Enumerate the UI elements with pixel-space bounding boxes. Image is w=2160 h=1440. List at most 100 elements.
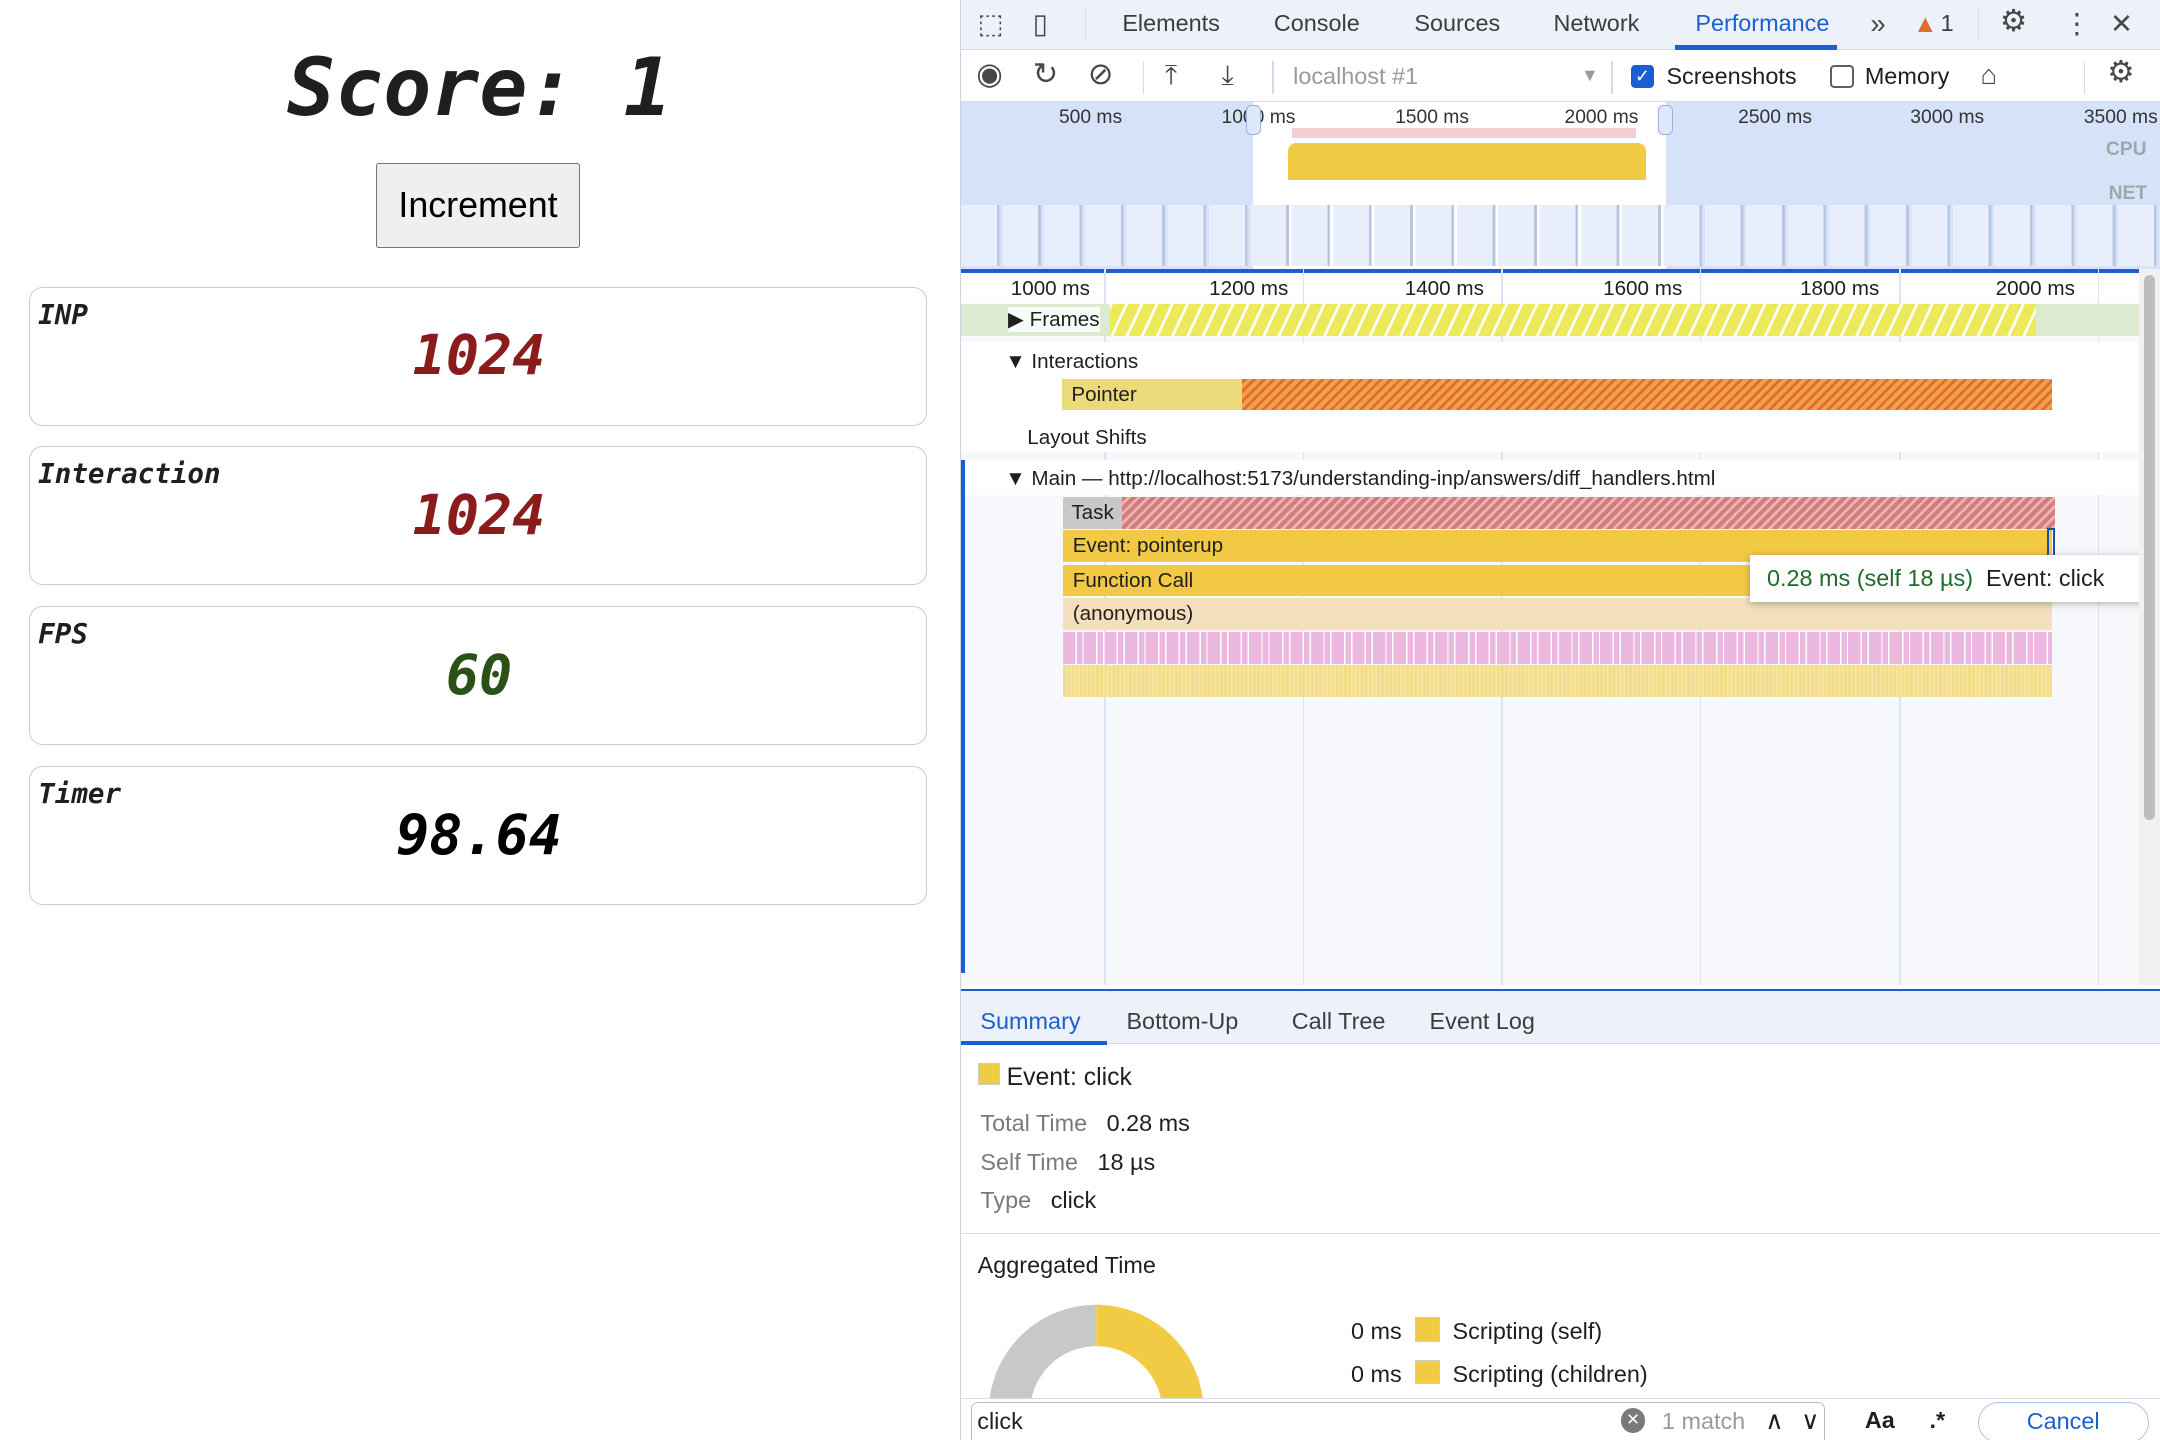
selection-handle-left[interactable]: [1246, 104, 1262, 135]
ruler-tick: 1000 ms: [1010, 276, 1090, 300]
tab-call-tree[interactable]: Call Tree: [1291, 1007, 1386, 1034]
tab-console[interactable]: Console: [1273, 9, 1360, 36]
cancel-search-button[interactable]: Cancel: [1977, 1401, 2149, 1440]
flame-scrollbar[interactable]: [2138, 268, 2160, 985]
flame-label: (anonymous): [1072, 601, 1194, 625]
warning-count[interactable]: 1: [1940, 9, 1954, 36]
device-toolbar-icon[interactable]: ▯: [1032, 7, 1048, 39]
regex-button[interactable]: .*: [1929, 1407, 1946, 1434]
legend-value: 0 ms: [1350, 1317, 1402, 1344]
flame-leaf-calls[interactable]: [1063, 665, 2053, 698]
metric-card-inp: INP 1024: [28, 286, 928, 426]
divider: [1272, 60, 1274, 94]
garbage-collect-broom-icon[interactable]: ⌂: [1980, 58, 1998, 90]
settings-gear-icon[interactable]: ⚙: [1999, 5, 2027, 39]
download-icon[interactable]: ⤓: [1221, 58, 1234, 90]
match-count: 1 match: [1661, 1408, 1746, 1435]
reload-record-icon[interactable]: ↻: [1032, 57, 1059, 91]
clear-search-icon[interactable]: ✕: [1620, 1408, 1646, 1434]
search-input[interactable]: click: [977, 1408, 1023, 1435]
main-track-label[interactable]: ▼ Main — http://localhost:5173/understan…: [1005, 466, 1716, 490]
close-icon[interactable]: ✕: [2110, 7, 2134, 39]
ruler-tick: 2000 ms: [1995, 276, 2075, 300]
screenshots-checkbox[interactable]: ✓: [1630, 64, 1655, 89]
metric-label: Interaction: [38, 458, 221, 491]
frames-track[interactable]: [961, 304, 2139, 337]
scrollbar-thumb[interactable]: [2144, 275, 2156, 820]
layout-shifts-label[interactable]: Layout Shifts: [1027, 425, 1147, 449]
screenshots-label: Screenshots: [1666, 63, 1797, 90]
metric-label: FPS: [38, 618, 88, 651]
increment-button[interactable]: Increment: [376, 162, 580, 248]
legend-label: Scripting (self): [1452, 1317, 1603, 1344]
summary-value: 0.28 ms: [1106, 1110, 1190, 1137]
inspect-element-icon[interactable]: ⬚: [977, 7, 1004, 39]
kebab-menu-icon[interactable]: ⋮: [2063, 7, 2091, 39]
divider: [1977, 8, 1980, 42]
search-input-box[interactable]: click ✕ 1 match ∧ ∨: [970, 1401, 1825, 1440]
summary-key: Self Time: [980, 1148, 1078, 1175]
timeline-overview[interactable]: 500 ms 1000 ms 1500 ms 2000 ms 2500 ms 3…: [961, 101, 2160, 269]
summary-title: Event: click: [977, 1063, 1132, 1092]
tab-network[interactable]: Network: [1553, 9, 1640, 36]
selection-handle-right[interactable]: [1658, 104, 1674, 135]
divider: [1142, 60, 1145, 94]
metric-label: INP: [38, 298, 88, 331]
legend-value: 0 ms: [1350, 1360, 1402, 1387]
donut-idle-slice: [989, 1304, 1097, 1399]
frames-track-label[interactable]: ▶ Frames: [1007, 307, 1100, 333]
more-tabs-icon[interactable]: »: [1870, 7, 1886, 39]
match-case-button[interactable]: Aa: [1864, 1407, 1895, 1434]
screenshots-filmstrip: [961, 205, 2160, 266]
summary-value: click: [1050, 1187, 1097, 1214]
tab-performance[interactable]: Performance: [1695, 9, 1830, 36]
tab-elements[interactable]: Elements: [1122, 9, 1220, 36]
flame-child-calls[interactable]: [1063, 632, 2053, 664]
summary-key: Total Time: [980, 1110, 1088, 1137]
warning-icon[interactable]: ▲: [1913, 11, 1938, 39]
active-tab-indicator: [1674, 45, 1838, 50]
memory-checkbox[interactable]: [1830, 64, 1854, 89]
upload-icon[interactable]: ⤒: [1165, 58, 1178, 90]
metric-label: Timer: [38, 777, 122, 810]
main-thread-url: Main — http://localhost:5173/understandi…: [1031, 466, 1716, 490]
overview-tick: 500 ms: [1058, 107, 1123, 129]
divider: [1085, 8, 1087, 42]
cpu-activity-chart: [1287, 143, 1646, 181]
event-color-swatch: [977, 1063, 1000, 1086]
performance-toolbar: ◉ ↻ ⊘ ⤒ ⤓ localhost #1 ▼ ✓ Screenshots M…: [961, 49, 2160, 102]
tooltip-time: 0.28 ms (self 18 µs): [1766, 564, 1973, 591]
metric-card-fps: FPS 60: [28, 606, 928, 746]
aggregated-time-donut: [989, 1304, 1203, 1399]
interactions-track-label[interactable]: ▼ Interactions: [1005, 349, 1139, 373]
legend-label: Scripting (children): [1452, 1360, 1648, 1387]
overview-tick: 3500 ms: [2083, 107, 2158, 129]
metric-value: 1024: [412, 483, 546, 548]
flame-anonymous[interactable]: (anonymous): [1063, 597, 2053, 630]
flame-label: Function Call: [1072, 568, 1194, 592]
tab-summary[interactable]: Summary: [980, 1007, 1081, 1034]
tab-sources[interactable]: Sources: [1414, 9, 1501, 36]
flame-task[interactable]: Task: [1063, 497, 2055, 529]
pointer-interaction-bar[interactable]: Pointer: [1061, 378, 2053, 411]
clear-icon[interactable]: ⊘: [1087, 57, 1114, 91]
summary-value: 18 µs: [1097, 1148, 1156, 1175]
capture-settings-gear-icon[interactable]: ⚙: [2107, 56, 2135, 90]
metric-card-interaction: Interaction 1024: [28, 446, 928, 586]
flame-label: Task: [1063, 497, 1123, 529]
ruler-tick: 1600 ms: [1603, 276, 1683, 300]
tab-bottom-up[interactable]: Bottom-Up: [1126, 1007, 1239, 1034]
tab-event-log[interactable]: Event Log: [1429, 1007, 1535, 1034]
interactions-label: Interactions: [1031, 349, 1139, 373]
overview-tick: 2000 ms: [1564, 107, 1639, 129]
record-icon[interactable]: ◉: [976, 57, 1003, 91]
next-match-icon[interactable]: ∨: [1801, 1407, 1820, 1435]
score-heading: Score: 1: [287, 41, 672, 135]
overview-tick: 3000 ms: [1910, 107, 1985, 129]
metric-card-timer: Timer 98.64: [28, 765, 928, 906]
chevron-down-icon[interactable]: ▼: [1581, 64, 1599, 85]
previous-match-icon[interactable]: ∧: [1765, 1407, 1784, 1435]
aggregated-time-title: Aggregated Time: [977, 1252, 1156, 1279]
frames-label: Frames: [1029, 308, 1100, 332]
target-select[interactable]: localhost #1: [1293, 63, 1419, 90]
